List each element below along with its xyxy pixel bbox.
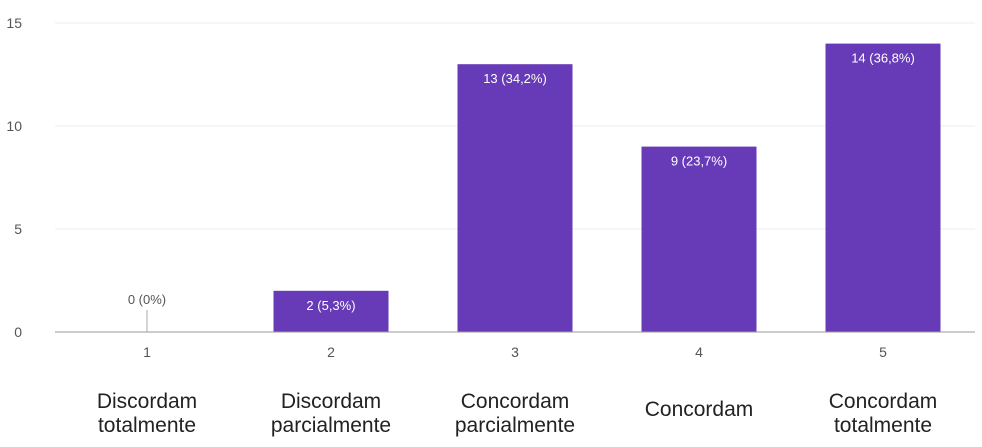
bar (641, 146, 757, 332)
category-description: Concordam totalmente (798, 390, 968, 438)
y-tick-label: 0 (14, 324, 22, 340)
x-tick-label: 2 (327, 344, 335, 360)
category-description-line: Concordam (460, 390, 570, 413)
category-description: Concordam parcialmente (430, 390, 600, 438)
y-tick-label: 5 (14, 221, 22, 237)
data-label: 13 (34,2%) (483, 71, 547, 86)
category-description-line: parcialmente (454, 414, 576, 437)
bar (825, 43, 941, 332)
x-tick-label: 3 (511, 344, 519, 360)
category-description-line: Concordam (828, 390, 938, 413)
category-description-line: totalmente (833, 414, 933, 437)
bar (273, 290, 389, 332)
category-description-line: Concordam (644, 398, 754, 421)
category-description-line: totalmente (97, 414, 197, 437)
x-tick-label: 1 (143, 344, 151, 360)
category-description: Discordam totalmente (62, 390, 232, 438)
category-description: Concordam (614, 398, 784, 422)
category-description-line: Discordam (280, 390, 382, 413)
category-description-line: parcialmente (270, 414, 392, 437)
category-description: Discordam parcialmente (246, 390, 416, 438)
data-label: 2 (5,3%) (306, 298, 355, 313)
data-label: 14 (36,8%) (851, 51, 915, 66)
x-tick-label: 5 (879, 344, 887, 360)
data-label: 0 (0%) (128, 292, 166, 307)
y-tick-label: 10 (6, 118, 22, 134)
x-tick-label: 4 (695, 344, 703, 360)
data-label: 9 (23,7%) (671, 154, 727, 169)
y-tick-label: 15 (6, 15, 22, 31)
category-description-line: Discordam (96, 390, 198, 413)
bar (457, 64, 573, 332)
